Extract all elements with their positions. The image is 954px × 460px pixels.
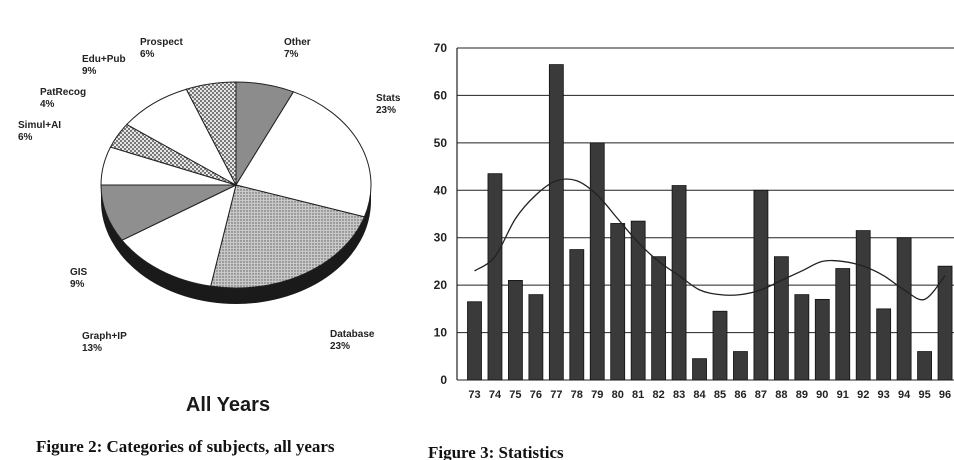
pie-slice-prospect [185, 81, 237, 186]
y-tick-label: 20 [434, 278, 448, 292]
x-tick-label: 88 [775, 389, 787, 401]
x-tick-label: 94 [898, 389, 911, 401]
pie-slice-stats [235, 91, 372, 218]
x-tick-label: 84 [693, 389, 706, 401]
x-tick-label: 74 [489, 389, 502, 401]
x-tick-label: 83 [673, 389, 685, 401]
x-tick-label: 89 [796, 389, 808, 401]
x-tick-label: 95 [918, 389, 930, 401]
y-tick-label: 0 [440, 373, 447, 387]
bar-74 [487, 173, 503, 381]
y-tick-label: 30 [434, 231, 448, 245]
pie-label-name: Stats [376, 93, 401, 104]
bar-87 [753, 189, 769, 381]
bar-81 [630, 220, 646, 381]
x-tick-label: 85 [714, 389, 726, 401]
pie-label-percent: 23% [376, 105, 396, 116]
y-tick-label: 50 [434, 136, 448, 150]
bar-78 [569, 249, 585, 381]
pie-label-name: Prospect [140, 37, 183, 48]
bar-93 [876, 308, 892, 381]
pie-label-name: Graph+IP [82, 331, 127, 342]
x-tick-label: 77 [550, 389, 562, 401]
x-tick-label: 87 [755, 389, 767, 401]
bar-82 [651, 256, 667, 381]
x-tick-label: 82 [653, 389, 665, 401]
pie-label-name: Other [284, 37, 311, 48]
bar-84 [692, 358, 707, 381]
pie-label-percent: 6% [140, 49, 155, 60]
x-tick-label: 73 [468, 389, 480, 401]
x-tick-label: 91 [837, 389, 849, 401]
bar-85 [712, 310, 728, 381]
x-tick-label: 80 [612, 389, 624, 401]
pie-label-name: PatRecog [40, 87, 86, 98]
bar-chart-bars [467, 64, 953, 381]
bar-83 [671, 185, 687, 381]
bar-88 [773, 256, 789, 381]
pie-slice-database [210, 184, 366, 289]
pie-label-percent: 6% [18, 132, 33, 143]
bar-89 [794, 294, 810, 381]
bar-94 [896, 237, 912, 381]
pie-label-name: Edu+Pub [82, 54, 126, 65]
bar-90 [814, 298, 830, 381]
pie-label-percent: 13% [82, 343, 102, 354]
pie-label-percent: 9% [70, 279, 85, 290]
pie-label-percent: 7% [284, 49, 299, 60]
pie-label-name: Simul+AI [18, 120, 61, 131]
x-tick-label: 76 [530, 389, 542, 401]
pie-title: All Years [186, 394, 270, 416]
bar-96 [937, 265, 953, 381]
bar-76 [528, 294, 544, 381]
pie-label-percent: 9% [82, 66, 97, 77]
bar-86 [733, 351, 748, 381]
pie-label-name: GIS [70, 267, 88, 278]
bar-92 [855, 230, 871, 381]
x-tick-label: 75 [509, 389, 521, 401]
bar-79 [589, 142, 605, 381]
pie-chart [100, 81, 372, 304]
pie-label-percent: 23% [330, 341, 350, 352]
figure-3-caption: Figure 3: Statistics [428, 443, 564, 460]
x-tick-label: 81 [632, 389, 644, 401]
bar-73 [467, 301, 482, 381]
bar-91 [835, 268, 851, 381]
pie-labels: Other7%Stats23%Database23%Graph+IP13%GIS… [18, 37, 401, 354]
pie-label-name: Database [330, 329, 375, 340]
bar-95 [917, 351, 932, 381]
y-tick-label: 10 [434, 326, 448, 340]
bar-80 [610, 223, 626, 381]
x-tick-label: 78 [571, 389, 583, 401]
y-tick-label: 40 [434, 183, 448, 197]
bar-75 [508, 279, 523, 381]
y-tick-label: 70 [434, 41, 448, 55]
x-tick-label: 79 [591, 389, 603, 401]
trend-line [474, 178, 946, 301]
y-tick-label: 60 [434, 88, 448, 102]
x-tick-label: 96 [939, 389, 951, 401]
pie-slice-graph-ip [121, 184, 237, 287]
pie-label-percent: 4% [40, 99, 55, 110]
bar-chart-axis: 0 10 20 30 40 50 60 70 73 74 75 76 77 78 79 80 81 82 83 84 8… [434, 41, 952, 401]
x-tick-label: 92 [857, 389, 869, 401]
bar-77 [548, 64, 564, 381]
x-tick-label: 93 [878, 389, 890, 401]
figure-2-caption: Figure 2: Categories of subjects, all ye… [36, 437, 335, 456]
x-tick-label: 86 [734, 389, 746, 401]
x-tick-label: 90 [816, 389, 828, 401]
